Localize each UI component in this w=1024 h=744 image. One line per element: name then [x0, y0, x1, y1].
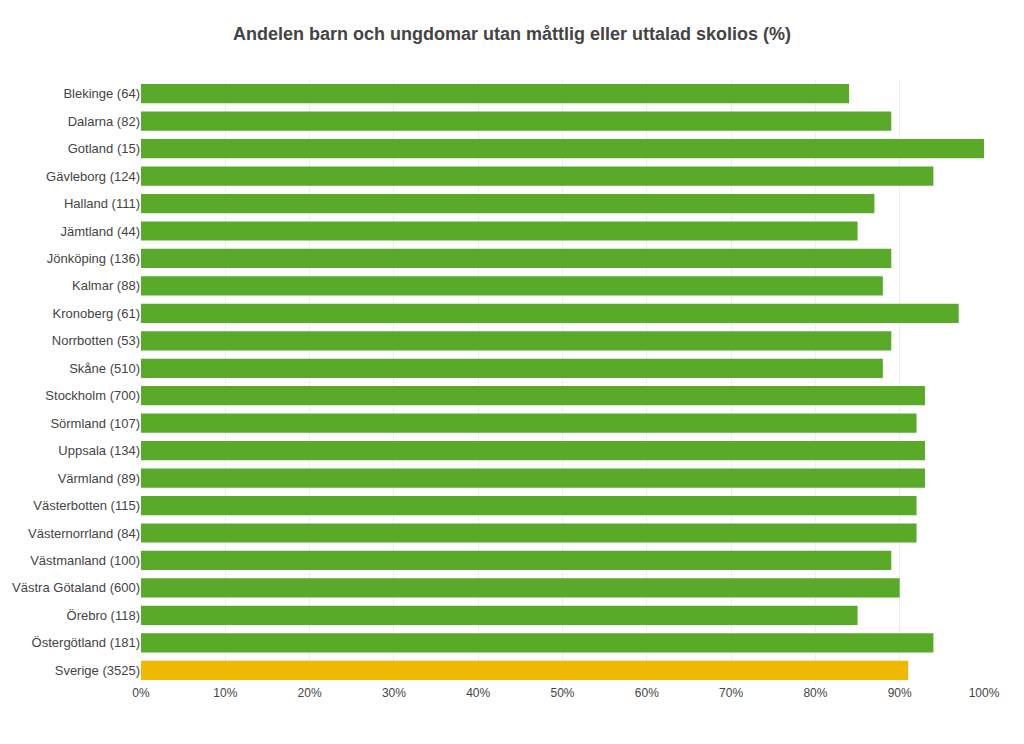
svg-text:Västerbotten (115): Västerbotten (115): [33, 498, 140, 513]
svg-text:Blekinge (64): Blekinge (64): [63, 86, 140, 101]
svg-text:Skåne (510): Skåne (510): [69, 361, 140, 376]
svg-text:Andelen barn och ungdomar utan: Andelen barn och ungdomar utan måttlig e…: [233, 24, 791, 44]
svg-text:Västra Götaland (600): Västra Götaland (600): [12, 580, 140, 595]
svg-text:20%: 20%: [298, 686, 322, 700]
svg-text:60%: 60%: [635, 686, 659, 700]
svg-text:Stockholm (700): Stockholm (700): [45, 388, 140, 403]
svg-text:Värmland (89): Värmland (89): [58, 471, 140, 486]
svg-text:Sverige (3525): Sverige (3525): [55, 663, 140, 678]
svg-text:Västernorrland (84): Västernorrland (84): [28, 526, 140, 541]
svg-text:Jämtland (44): Jämtland (44): [61, 224, 140, 239]
svg-text:Uppsala (134): Uppsala (134): [58, 443, 140, 458]
svg-text:80%: 80%: [803, 686, 827, 700]
svg-text:Kronoberg (61): Kronoberg (61): [53, 306, 140, 321]
svg-text:Gotland (15): Gotland (15): [68, 141, 140, 156]
svg-text:Västmanland (100): Västmanland (100): [30, 553, 140, 568]
svg-text:Sörmland (107): Sörmland (107): [50, 416, 140, 431]
svg-text:Östergötland (181): Östergötland (181): [32, 635, 140, 650]
svg-text:Dalarna (82): Dalarna (82): [68, 114, 140, 129]
svg-text:Halland (111): Halland (111): [64, 196, 140, 211]
svg-text:Gävleborg (124): Gävleborg (124): [46, 169, 140, 184]
svg-text:Jönköping (136): Jönköping (136): [47, 251, 140, 266]
svg-text:90%: 90%: [888, 686, 912, 700]
svg-text:70%: 70%: [719, 686, 743, 700]
svg-text:40%: 40%: [466, 686, 490, 700]
svg-text:Kalmar (88): Kalmar (88): [72, 278, 140, 293]
svg-text:10%: 10%: [213, 686, 237, 700]
svg-text:50%: 50%: [550, 686, 574, 700]
svg-text:Norrbotten (53): Norrbotten (53): [52, 333, 140, 348]
svg-text:30%: 30%: [382, 686, 406, 700]
svg-text:0%: 0%: [132, 686, 150, 700]
svg-text:100%: 100%: [969, 686, 1000, 700]
svg-text:Örebro (118): Örebro (118): [67, 608, 140, 623]
